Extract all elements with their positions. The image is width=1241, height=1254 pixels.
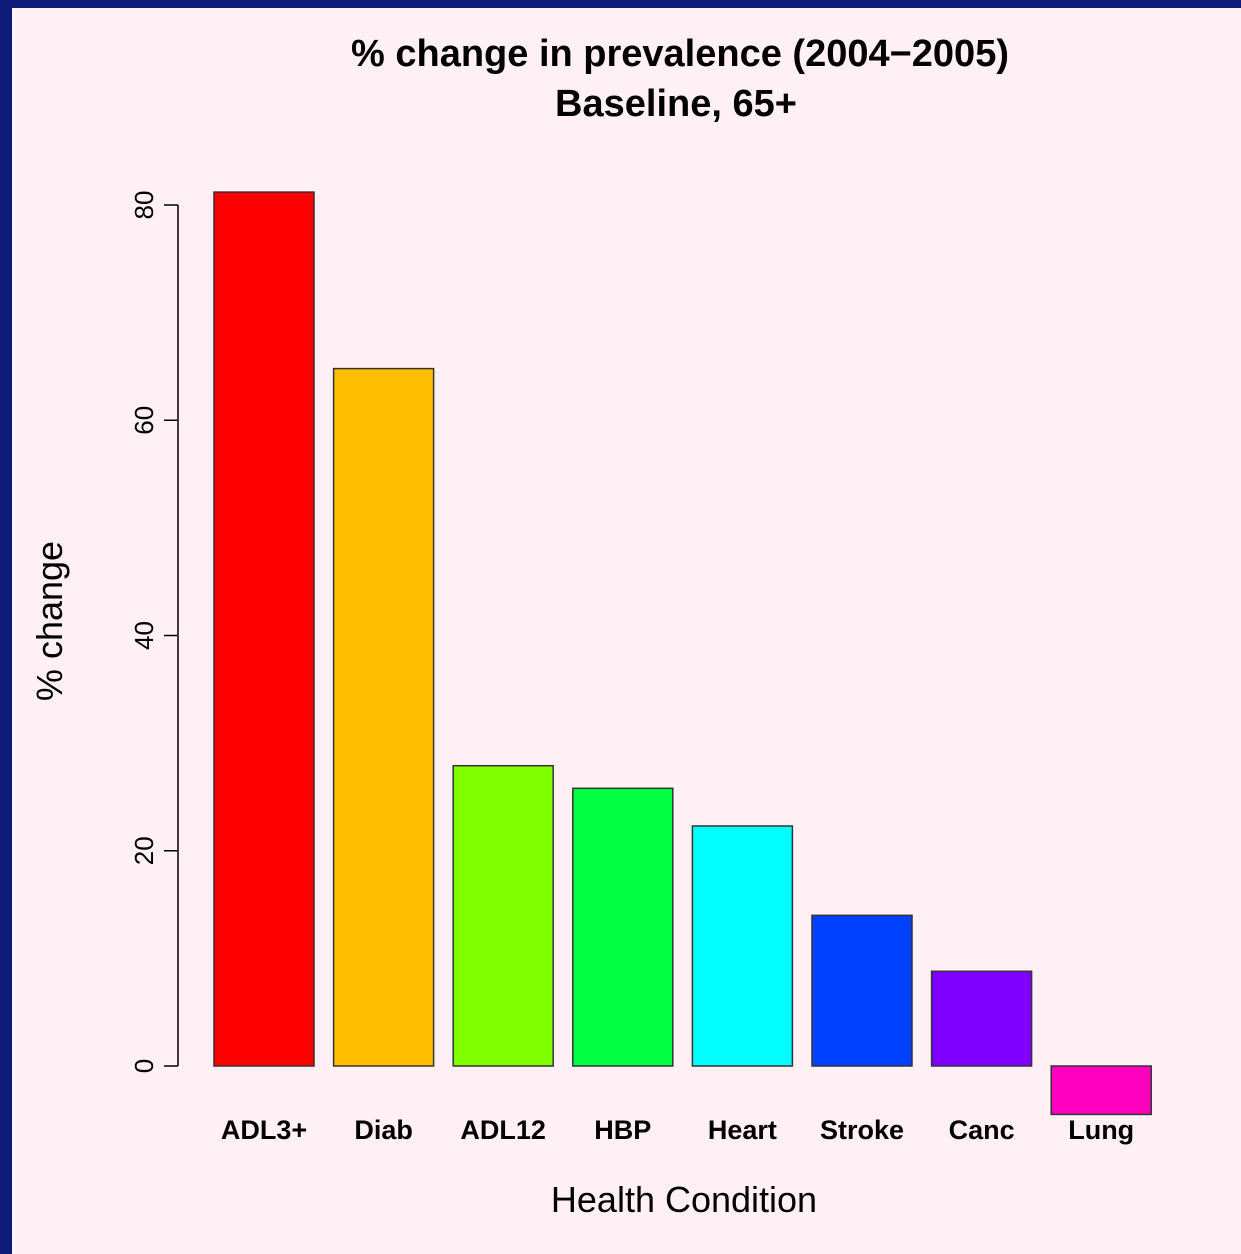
chart-title: % change in prevalence (2004−2005) [351,33,1009,75]
x-category-label: Stroke [820,1115,904,1145]
y-tick-label: 0 [129,1059,159,1073]
x-category-label: Canc [949,1115,1015,1145]
y-axis-title: % change [29,541,70,701]
bar-canc [930,970,1033,1067]
x-category-label: HBP [594,1115,651,1145]
bar-lung [1050,1065,1152,1116]
bar-hbp [572,787,674,1067]
bar-adl3- [213,191,315,1067]
bar-diab [332,367,435,1067]
y-axis: 0 20 40 60 80 [129,191,179,1073]
x-axis-title: Health Condition [551,1179,817,1220]
bar-stroke [811,914,913,1067]
bar-adl12 [452,764,554,1067]
bar-chart: % change in prevalence (2004−2005) Basel… [29,33,1152,1220]
chart-subtitle: Baseline, 65+ [555,83,797,125]
bars-group [213,191,1152,1116]
y-tick-label: 40 [129,621,159,650]
y-tick-label: 80 [129,191,159,220]
x-category-label: Diab [354,1115,413,1145]
y-tick-label: 60 [129,406,159,435]
plot-background: % change in prevalence (2004−2005) Basel… [12,8,1241,1254]
category-labels: ADL3+ Diab ADL12 HBP Heart Stroke Canc Lung [221,1115,1134,1145]
x-category-label: ADL12 [460,1115,546,1145]
x-category-label: ADL3+ [221,1115,307,1145]
y-tick-label: 20 [129,836,159,865]
x-category-label: Heart [708,1115,777,1145]
x-category-label: Lung [1068,1115,1134,1145]
bar-heart [691,825,794,1067]
